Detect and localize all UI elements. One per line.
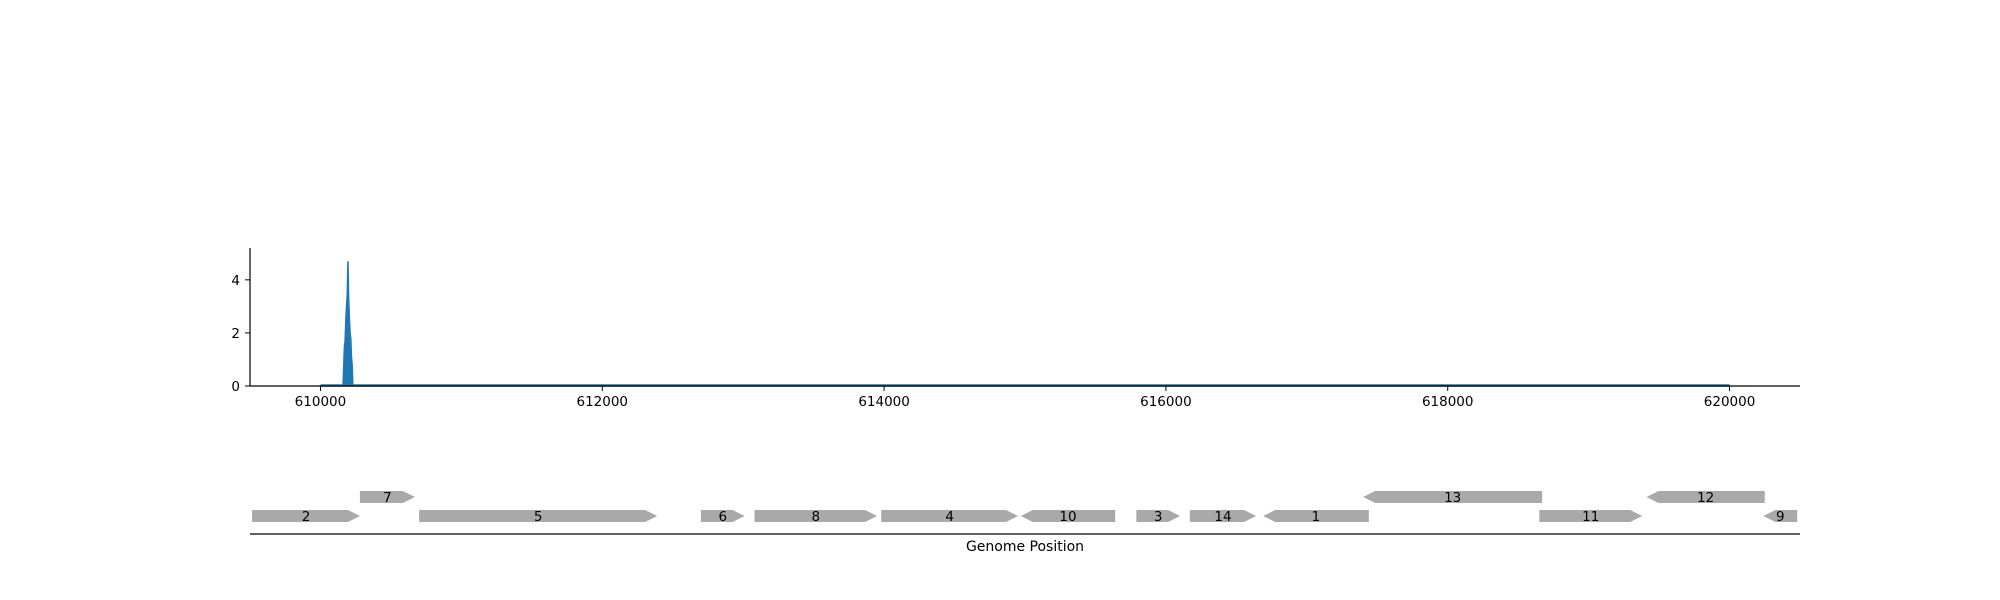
- coverage-series: [320, 261, 1730, 387]
- gene-arrow-9: [1763, 510, 1798, 522]
- y-tick-label: 0: [231, 379, 240, 395]
- gene-label-9: 9: [1776, 509, 1785, 525]
- gene-arrow-13: [1363, 491, 1543, 503]
- gene-arrow-1: [1263, 510, 1369, 522]
- coverage-axes: [249, 248, 1800, 387]
- gene-label-6: 6: [718, 509, 727, 525]
- coverage-panel: 610000 612000 614000 616000 618000 620000 0 2 4: [231, 248, 1800, 410]
- gene-label-8: 8: [811, 509, 820, 525]
- y-tick-label: 4: [231, 273, 240, 289]
- gene-label-7: 7: [383, 490, 392, 506]
- coverage-x-ticks: 610000 612000 614000 616000 618000 620000: [295, 386, 1756, 410]
- gene-label-4: 4: [945, 509, 954, 525]
- gene-arrow-3: [1136, 510, 1180, 522]
- x-tick-label: 620000: [1704, 394, 1756, 410]
- gene-label-2: 2: [302, 509, 311, 525]
- gene-arrow-12: [1646, 491, 1765, 503]
- gene-track-panel: 2 7 5 6 8 4 10 3 14 1 13 11 12 9 Genome Position: [250, 490, 1800, 555]
- x-tick-label: 616000: [1140, 394, 1192, 410]
- x-tick-label: 614000: [858, 394, 910, 410]
- gene-arrow-5: [419, 510, 658, 522]
- gene-label-12: 12: [1697, 490, 1714, 506]
- gene-label-11: 11: [1582, 509, 1599, 525]
- gene-arrow-8: [754, 510, 878, 522]
- coverage-peak: [320, 261, 1730, 387]
- x-tick-label: 610000: [295, 394, 347, 410]
- gene-arrow-6: [700, 510, 745, 522]
- coverage-y-ticks: 0 2 4: [231, 273, 250, 395]
- gene-label-3: 3: [1154, 509, 1163, 525]
- gene-label-10: 10: [1059, 509, 1076, 525]
- x-tick-label: 612000: [576, 394, 628, 410]
- gene-label-5: 5: [534, 509, 543, 525]
- gene-arrow-4: [881, 510, 1018, 522]
- gene-label-14: 14: [1214, 509, 1231, 525]
- x-tick-label: 618000: [1422, 394, 1474, 410]
- gene-arrows: 2 7 5 6 8 4 10 3 14 1 13 11 12 9: [252, 490, 1798, 525]
- gene-arrow-10: [1020, 510, 1116, 522]
- gene-arrow-2: [252, 510, 360, 522]
- gene-label-13: 13: [1444, 490, 1461, 506]
- gene-arrow-14: [1189, 510, 1257, 522]
- y-tick-label: 2: [231, 326, 240, 342]
- gene-arrow-11: [1539, 510, 1643, 522]
- gene-track-xlabel: Genome Position: [966, 539, 1084, 555]
- gene-arrow-7: [359, 491, 415, 503]
- gene-label-1: 1: [1312, 509, 1321, 525]
